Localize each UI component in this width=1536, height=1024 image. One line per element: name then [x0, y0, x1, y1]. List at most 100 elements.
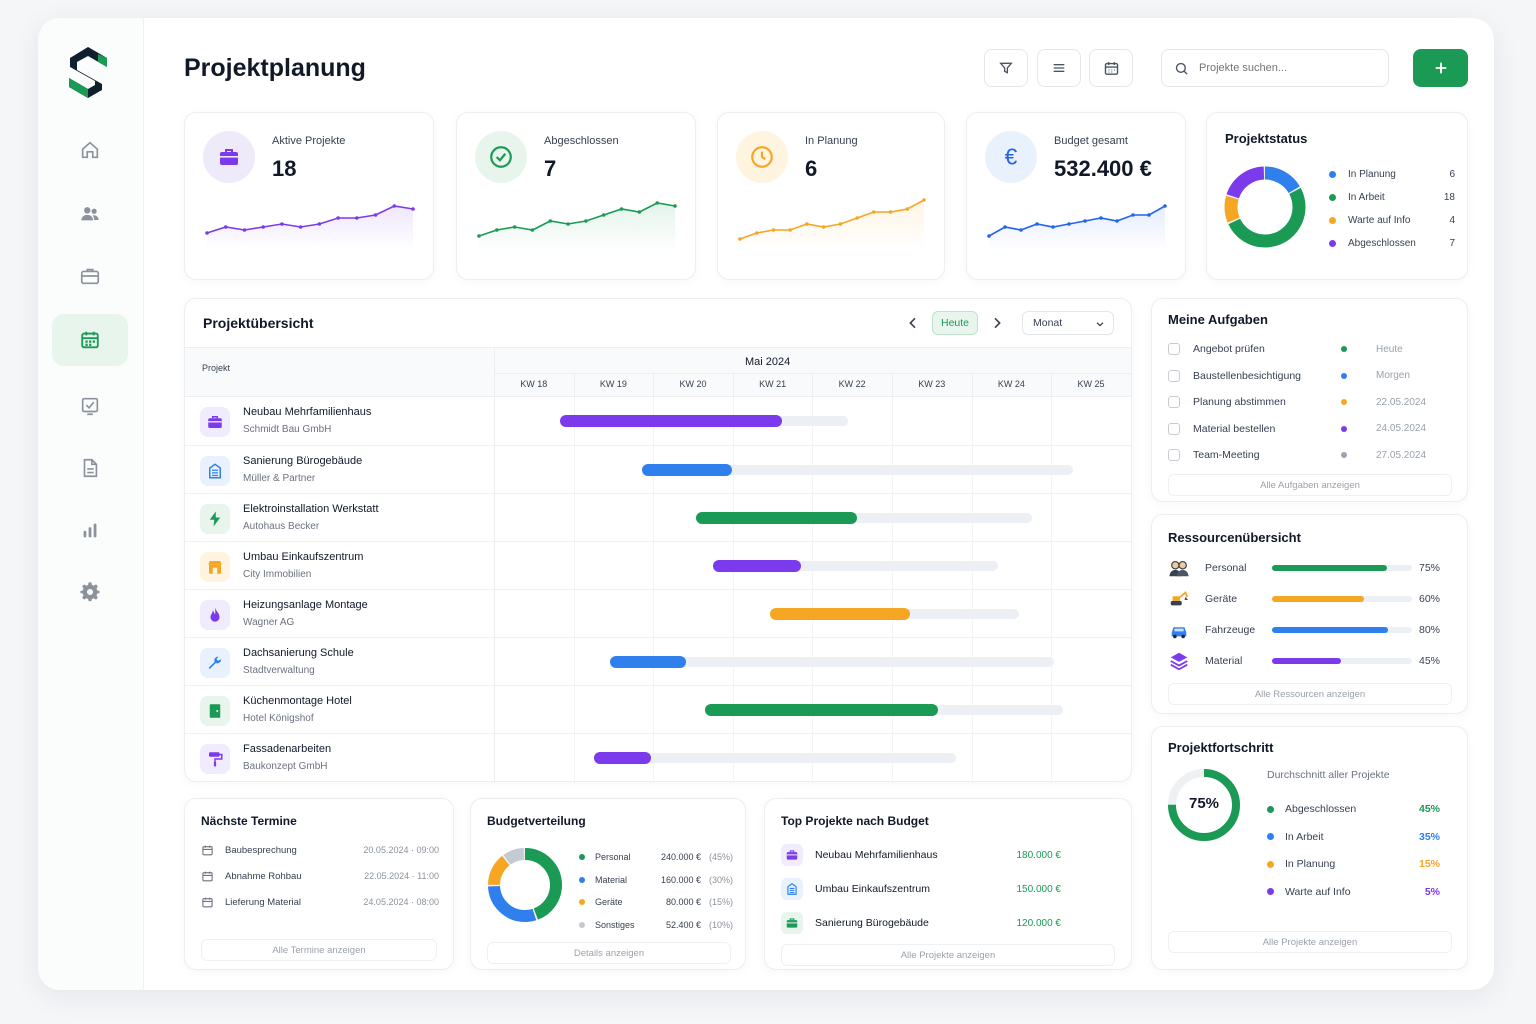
appointment-item[interactable]: Lieferung Material 24.05.2024 · 08:00	[201, 895, 439, 909]
nav-reports[interactable]	[52, 504, 128, 556]
gantt-row[interactable]: Sanierung Bürogebäude Müller & Partner	[185, 445, 1131, 493]
gantt-bar[interactable]	[610, 656, 686, 668]
app-window: Projektplanung Aktive Projekte 18 Abgesc…	[38, 18, 1494, 990]
gantt-row[interactable]: Dachsanierung Schule Stadtverwaltung	[185, 637, 1131, 685]
nav-settings[interactable]	[52, 566, 128, 618]
resource-percent: 60%	[1418, 593, 1440, 605]
legend-dot	[1267, 833, 1274, 840]
project-name: Küchenmontage Hotel	[243, 695, 352, 707]
briefcase-icon	[208, 416, 222, 428]
all-appointments-link[interactable]: Alle Termine anzeigen	[201, 939, 437, 961]
gantt-bar[interactable]	[593, 752, 652, 764]
gantt-bar[interactable]	[712, 560, 802, 572]
budget-label: Material	[595, 874, 628, 885]
kpi-icon: €	[985, 131, 1037, 183]
task-date: 24.05.2024	[1376, 423, 1427, 434]
project-client: Baukonzept GmbH	[243, 761, 328, 772]
gantt-bar[interactable]	[704, 704, 938, 716]
logo-icon	[69, 47, 107, 98]
kpi-card-planning[interactable]: In Planung 6	[717, 112, 945, 280]
task-checkbox[interactable]	[1168, 369, 1180, 382]
task-checkbox[interactable]	[1168, 449, 1180, 461]
calendar-view-button[interactable]	[1089, 49, 1133, 87]
budget-details-link[interactable]: Details anzeigen	[487, 942, 731, 964]
appointment-item[interactable]: Baubesprechung 20.05.2024 · 09:00	[201, 843, 439, 857]
top-project-amount: 180.000 €	[1016, 849, 1062, 861]
project-icon-tile	[781, 878, 803, 900]
gantt-bar[interactable]	[770, 608, 910, 620]
gantt-bar[interactable]	[560, 415, 782, 427]
nav-home[interactable]	[52, 124, 128, 176]
card-title: Projektübersicht	[203, 315, 314, 331]
budget-amount: 160.000 €	[660, 874, 701, 885]
progress-legend-item: In Planung 15%	[1267, 858, 1440, 870]
nav-team[interactable]	[52, 188, 128, 240]
gantt-row[interactable]: Küchenmontage Hotel Hotel Königshof	[185, 685, 1131, 733]
kpi-icon	[203, 131, 255, 183]
nav-calendar[interactable]	[52, 314, 128, 366]
legend-count: 18	[1443, 192, 1455, 203]
donut-slice	[1224, 166, 1306, 248]
project-icon-tile	[781, 844, 803, 866]
list-view-button[interactable]	[1037, 49, 1081, 87]
appointment-item[interactable]: Abnahme Rohbau 22.05.2024 · 11:00	[201, 869, 439, 883]
view-select[interactable]: Monat	[1022, 311, 1114, 335]
task-checkbox[interactable]	[1168, 396, 1180, 408]
nav-tasks[interactable]	[52, 380, 128, 432]
store-icon	[208, 561, 222, 574]
gantt-row[interactable]: Umbau Einkaufszentrum City Immobilien	[185, 541, 1131, 589]
task-checkbox[interactable]	[1168, 422, 1180, 435]
top-project-item[interactable]: Neubau Mehrfamilienhaus 180.000 €	[781, 843, 1061, 867]
project-client: Stadtverwaltung	[243, 665, 315, 676]
kpi-card-active[interactable]: Aktive Projekte 18	[184, 112, 434, 280]
task-checkbox[interactable]	[1168, 343, 1180, 355]
legend-percent: 15%	[1418, 858, 1440, 870]
gantt-header	[185, 347, 1131, 397]
all-tasks-link[interactable]: Alle Aufgaben anzeigen	[1168, 474, 1452, 496]
gantt-bar[interactable]	[642, 464, 733, 476]
week-header: KW 18	[520, 379, 548, 389]
resource-item: Personal 75%	[1168, 559, 1440, 579]
budget-amount: 52.400 €	[665, 919, 701, 930]
progress-card: Projektfortschritt 75% Durchschnitt alle…	[1151, 726, 1468, 970]
all-top-projects-link[interactable]: Alle Projekte anzeigen	[781, 944, 1115, 966]
kpi-card-completed[interactable]: Abgeschlossen 7	[456, 112, 696, 280]
project-client: Müller & Partner	[243, 473, 316, 484]
all-resources-link[interactable]: Alle Ressourcen anzeigen	[1168, 683, 1452, 705]
project-icon-tile	[781, 912, 803, 934]
legend-count: 6	[1449, 169, 1455, 180]
all-projects-link[interactable]: Alle Projekte anzeigen	[1168, 931, 1452, 953]
sparkline-line	[478, 202, 676, 237]
top-project-item[interactable]: Umbau Einkaufszentrum 150.000 €	[781, 877, 1061, 901]
add-project-button[interactable]	[1413, 49, 1468, 87]
top-project-amount: 150.000 €	[1016, 883, 1062, 895]
chevron-right-icon[interactable]	[989, 315, 1005, 331]
filter-button[interactable]	[984, 49, 1028, 87]
task-date: Heute	[1376, 343, 1403, 355]
task-item: Material bestellen 24.05.2024	[1168, 422, 1436, 435]
search-box[interactable]	[1161, 49, 1389, 87]
resource-label: Material	[1205, 655, 1243, 667]
nav-documents[interactable]	[52, 442, 128, 494]
sparkline-point	[548, 219, 553, 223]
gantt-row[interactable]: Elektroinstallation Werkstatt Autohaus Be…	[185, 493, 1131, 541]
top-project-item[interactable]: Sanierung Bürogebäude 120.000 €	[781, 911, 1061, 935]
chevron-left-icon[interactable]	[905, 315, 921, 331]
week-header: KW 23	[918, 379, 946, 389]
kpi-card-budget[interactable]: € Budget gesamt 532.400 €	[966, 112, 1186, 280]
search-input[interactable]	[1199, 62, 1369, 74]
check-circle-icon	[490, 146, 512, 168]
budget-amount: 240.000 €	[660, 852, 701, 862]
sparkline-point	[922, 198, 926, 202]
today-button[interactable]: Heute	[932, 311, 978, 335]
gantt-row[interactable]: Heizungsanlage Montage Wagner AG	[185, 589, 1131, 637]
gantt-row[interactable]: Neubau Mehrfamilienhaus Schmidt Bau GmbH	[185, 397, 1131, 445]
card-title: Ressourcenübersicht	[1168, 530, 1301, 545]
project-icon-tile	[200, 696, 230, 726]
layers-icon	[1170, 652, 1188, 671]
gantt-row[interactable]: Fassadenarbeiten Baukonzept GmbH	[185, 733, 1131, 781]
gantt-bar[interactable]	[696, 512, 858, 524]
kpi-value: 18	[272, 156, 297, 181]
nav-projects[interactable]	[52, 250, 128, 302]
plus-icon	[1435, 62, 1446, 74]
